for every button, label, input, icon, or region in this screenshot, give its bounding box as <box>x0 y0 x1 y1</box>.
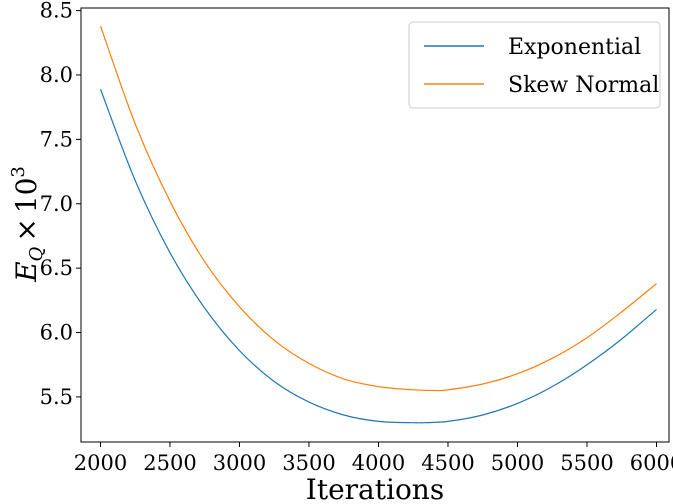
y-tick-label: 8.0 <box>40 63 73 87</box>
legend-label-skew-normal: Skew Normal <box>508 73 659 98</box>
x-tick-label: 5000 <box>491 451 544 475</box>
series-layer <box>99 25 657 424</box>
y-tick-label: 7.0 <box>40 192 73 216</box>
series-line-skew-normal <box>99 25 657 392</box>
x-tick-label: 4000 <box>352 451 405 475</box>
legend: Exponential Skew Normal <box>408 21 661 109</box>
y-tick-label: 6.0 <box>40 321 73 345</box>
series-line-exponential <box>99 88 657 424</box>
x-axis-label: Iterations <box>306 473 444 504</box>
x-tick-label: 6000 <box>630 451 673 475</box>
y-tick-label: 6.5 <box>40 256 73 280</box>
legend-box <box>408 21 661 109</box>
y-tick-label: 7.5 <box>40 127 73 151</box>
x-tick-label: 2500 <box>143 451 196 475</box>
x-tick-label: 4500 <box>421 451 474 475</box>
x-tick-label: 3000 <box>213 451 266 475</box>
x-tick-label: 5500 <box>560 451 613 475</box>
y-axis-ticks: 5.5 6.0 6.5 7.0 7.5 8.0 8.5 <box>40 0 81 409</box>
y-tick-label: 8.5 <box>40 0 73 23</box>
legend-label-exponential: Exponential <box>508 35 641 60</box>
x-axis-ticks: 2000 2500 3000 3500 4000 4500 5000 5500 6000 <box>74 442 673 475</box>
y-tick-label: 5.5 <box>40 385 73 409</box>
x-tick-label: 3500 <box>282 451 335 475</box>
plot-frame <box>80 7 670 443</box>
y-axis-label: EQ×103 <box>8 166 47 283</box>
x-tick-label: 2000 <box>74 451 127 475</box>
